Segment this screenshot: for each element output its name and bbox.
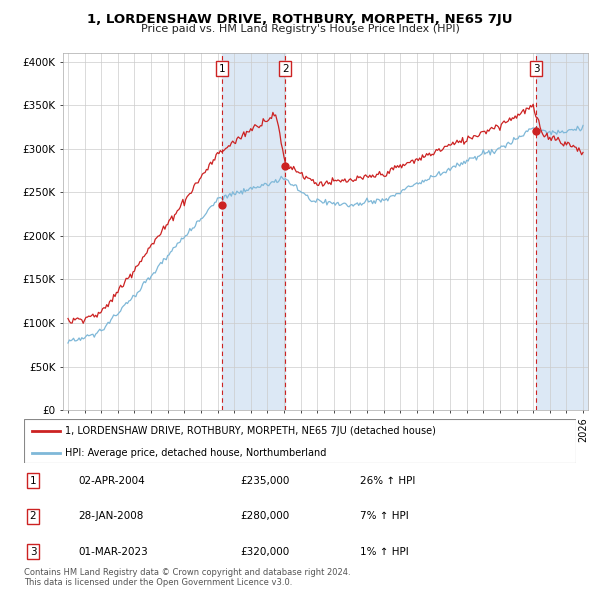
Text: 26% ↑ HPI: 26% ↑ HPI	[360, 476, 415, 486]
Bar	[221, 53, 285, 410]
Text: £280,000: £280,000	[240, 512, 289, 521]
Text: £235,000: £235,000	[240, 476, 289, 486]
Text: 3: 3	[533, 64, 539, 74]
Text: 1, LORDENSHAW DRIVE, ROTHBURY, MORPETH, NE65 7JU (detached house): 1, LORDENSHAW DRIVE, ROTHBURY, MORPETH, …	[65, 427, 436, 436]
Text: 28-JAN-2008: 28-JAN-2008	[78, 512, 143, 521]
Text: Price paid vs. HM Land Registry's House Price Index (HPI): Price paid vs. HM Land Registry's House …	[140, 24, 460, 34]
Text: 1, LORDENSHAW DRIVE, ROTHBURY, MORPETH, NE65 7JU: 1, LORDENSHAW DRIVE, ROTHBURY, MORPETH, …	[87, 13, 513, 26]
Bar	[285, 53, 536, 410]
Text: 2: 2	[29, 512, 37, 521]
Text: 1: 1	[218, 64, 225, 74]
Text: 1: 1	[29, 476, 37, 486]
Text: 2: 2	[282, 64, 289, 74]
Text: 1% ↑ HPI: 1% ↑ HPI	[360, 547, 409, 556]
Bar	[536, 53, 588, 410]
Text: £320,000: £320,000	[240, 547, 289, 556]
Text: 02-APR-2004: 02-APR-2004	[78, 476, 145, 486]
Text: Contains HM Land Registry data © Crown copyright and database right 2024.
This d: Contains HM Land Registry data © Crown c…	[24, 568, 350, 587]
Text: 01-MAR-2023: 01-MAR-2023	[78, 547, 148, 556]
Text: 3: 3	[29, 547, 37, 556]
Text: HPI: Average price, detached house, Northumberland: HPI: Average price, detached house, Nort…	[65, 448, 327, 458]
Text: 7% ↑ HPI: 7% ↑ HPI	[360, 512, 409, 521]
